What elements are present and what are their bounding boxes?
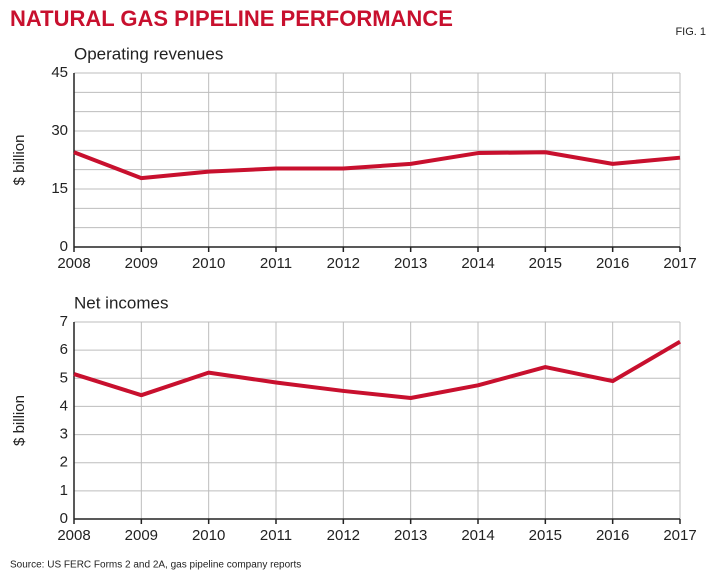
y-tick-label: 15: [51, 180, 68, 197]
y-tick-label: 5: [60, 369, 68, 386]
x-tick-label: 2013: [394, 255, 427, 272]
x-tick-label: 2012: [327, 527, 360, 544]
y-tick-label: 0: [60, 238, 68, 255]
panel-title: Net incomes: [74, 293, 168, 312]
y-tick-label: 4: [60, 397, 68, 414]
y-tick-label: 0: [60, 510, 68, 527]
x-tick-label: 2010: [192, 255, 225, 272]
x-tick-label: 2016: [596, 255, 629, 272]
x-tick-label: 2014: [461, 255, 494, 272]
x-tick-label: 2013: [394, 527, 427, 544]
x-tick-label: 2017: [663, 255, 696, 272]
x-tick-label: 2008: [57, 527, 90, 544]
y-tick-label: 45: [51, 64, 68, 81]
x-tick-label: 2011: [260, 527, 292, 544]
source-note: Source: US FERC Forms 2 and 2A, gas pipe…: [10, 560, 301, 571]
x-tick-label: 2008: [57, 255, 90, 272]
y-axis-label: $ billion: [11, 135, 28, 186]
x-tick-label: 2015: [529, 255, 562, 272]
y-tick-label: 3: [60, 426, 68, 443]
x-tick-label: 2017: [663, 527, 696, 544]
y-tick-label: 6: [60, 341, 68, 358]
x-tick-label: 2010: [192, 527, 225, 544]
data-line: [73, 150, 681, 181]
x-tick-label: 2009: [125, 255, 158, 272]
y-tick-label: 2: [60, 454, 68, 471]
figure-label: FIG. 1: [675, 26, 706, 38]
x-tick-label: 2011: [260, 255, 292, 272]
x-tick-label: 2015: [529, 527, 562, 544]
panel-title: Operating revenues: [74, 44, 223, 63]
y-tick-label: 30: [51, 122, 68, 139]
y-tick-label: 1: [60, 482, 68, 499]
y-tick-label: 7: [60, 313, 68, 330]
figure-title: NATURAL GAS PIPELINE PERFORMANCE: [10, 6, 453, 31]
data-line: [73, 339, 682, 400]
x-tick-label: 2009: [125, 527, 158, 544]
x-tick-label: 2012: [327, 255, 360, 272]
x-tick-label: 2016: [596, 527, 629, 544]
y-axis-label: $ billion: [11, 395, 28, 446]
x-tick-label: 2014: [461, 527, 494, 544]
